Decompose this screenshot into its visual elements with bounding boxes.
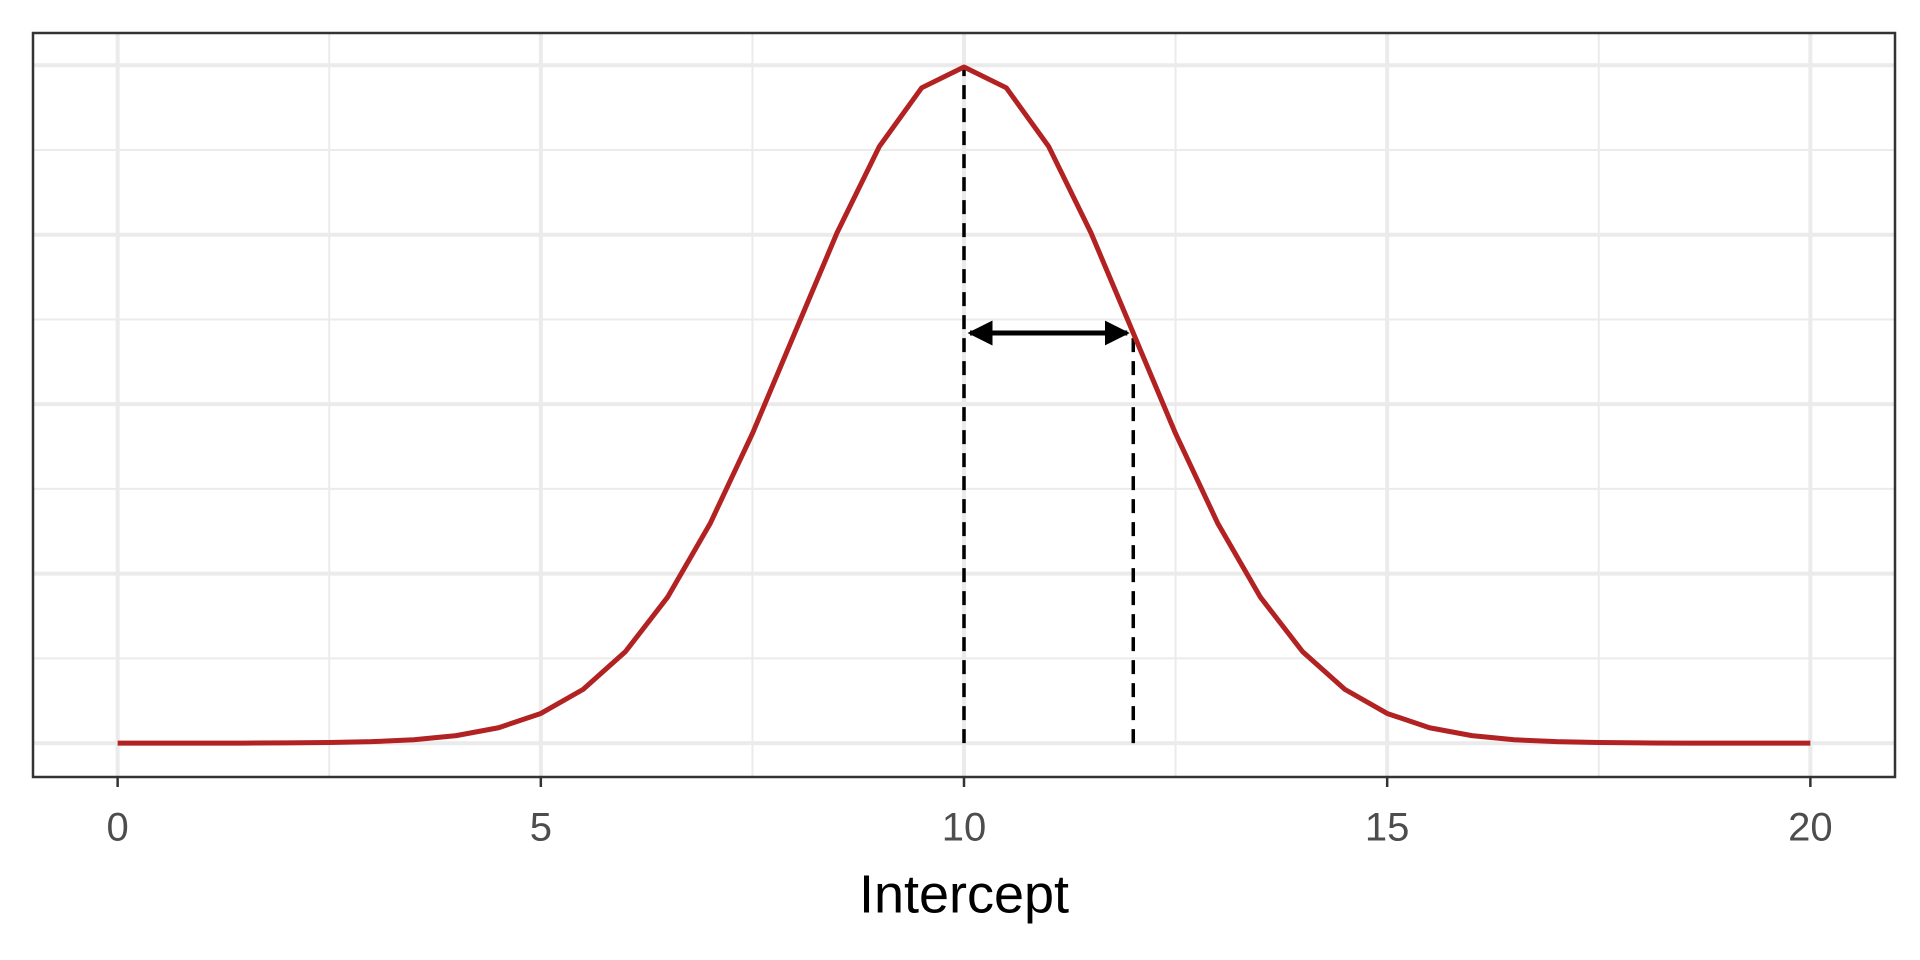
x-tick-label: 20 bbox=[1788, 806, 1833, 850]
x-axis-title: Intercept bbox=[859, 864, 1069, 924]
x-tick-label: 10 bbox=[942, 806, 987, 850]
panel-border bbox=[31, 31, 1897, 779]
x-tick-label: 15 bbox=[1365, 806, 1410, 850]
x-tick-label: 5 bbox=[530, 806, 552, 850]
x-tick-label: 0 bbox=[107, 806, 129, 850]
density-line bbox=[117, 64, 1811, 746]
